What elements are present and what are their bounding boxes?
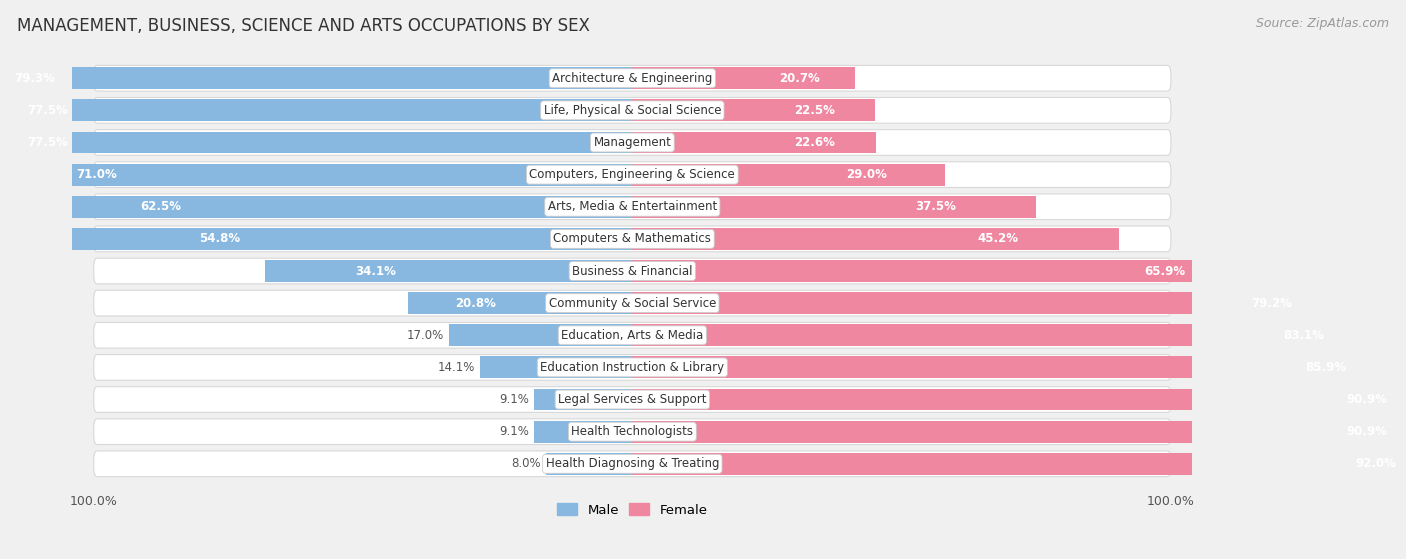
Text: Health Technologists: Health Technologists (571, 425, 693, 438)
Text: 14.1%: 14.1% (437, 361, 475, 374)
Text: 22.6%: 22.6% (794, 136, 835, 149)
Text: 90.9%: 90.9% (1346, 425, 1388, 438)
Bar (0, 131, 633, 153)
Bar (633, 67, 855, 89)
Text: 22.5%: 22.5% (793, 104, 835, 117)
Text: 77.5%: 77.5% (28, 136, 69, 149)
FancyBboxPatch shape (94, 354, 1171, 380)
Text: MANAGEMENT, BUSINESS, SCIENCE AND ARTS OCCUPATIONS BY SEX: MANAGEMENT, BUSINESS, SCIENCE AND ARTS O… (17, 17, 589, 35)
FancyBboxPatch shape (94, 290, 1171, 316)
Text: Legal Services & Support: Legal Services & Support (558, 393, 707, 406)
FancyBboxPatch shape (94, 323, 1171, 348)
FancyBboxPatch shape (94, 451, 1171, 477)
Bar (633, 131, 876, 153)
Bar (633, 100, 875, 121)
Bar (0, 164, 633, 186)
Text: 9.1%: 9.1% (499, 393, 529, 406)
Text: Computers & Mathematics: Computers & Mathematics (554, 233, 711, 245)
Text: 17.0%: 17.0% (406, 329, 444, 342)
Text: 20.7%: 20.7% (779, 72, 820, 85)
Bar (633, 164, 945, 186)
Text: Education Instruction & Library: Education Instruction & Library (540, 361, 724, 374)
FancyBboxPatch shape (94, 258, 1171, 284)
Text: 83.1%: 83.1% (1284, 329, 1324, 342)
FancyBboxPatch shape (94, 419, 1171, 444)
Bar (633, 389, 1406, 410)
Text: 54.8%: 54.8% (198, 233, 239, 245)
Text: 71.0%: 71.0% (76, 168, 117, 181)
Text: Architecture & Engineering: Architecture & Engineering (553, 72, 713, 85)
Text: 77.5%: 77.5% (28, 104, 69, 117)
Text: Community & Social Service: Community & Social Service (548, 297, 716, 310)
Bar (42, 228, 633, 250)
Text: 62.5%: 62.5% (141, 200, 181, 213)
Bar (633, 453, 1406, 475)
Text: 79.2%: 79.2% (1251, 297, 1292, 310)
Text: Health Diagnosing & Treating: Health Diagnosing & Treating (546, 457, 718, 470)
FancyBboxPatch shape (94, 162, 1171, 187)
Bar (0, 100, 633, 121)
FancyBboxPatch shape (94, 65, 1171, 91)
Bar (546, 453, 633, 475)
FancyBboxPatch shape (94, 130, 1171, 155)
Bar (633, 196, 1036, 217)
Text: 90.9%: 90.9% (1346, 393, 1388, 406)
Text: Source: ZipAtlas.com: Source: ZipAtlas.com (1256, 17, 1389, 30)
Text: Arts, Media & Entertainment: Arts, Media & Entertainment (548, 200, 717, 213)
Bar (0, 67, 633, 89)
FancyBboxPatch shape (94, 387, 1171, 413)
Text: Management: Management (593, 136, 671, 149)
Bar (408, 292, 633, 314)
Text: 79.3%: 79.3% (14, 72, 55, 85)
Bar (633, 260, 1343, 282)
Bar (633, 357, 1406, 378)
Text: 8.0%: 8.0% (512, 457, 541, 470)
Bar (481, 357, 633, 378)
Bar (449, 324, 633, 346)
Text: 29.0%: 29.0% (846, 168, 887, 181)
Text: 34.1%: 34.1% (354, 264, 395, 277)
Text: Life, Physical & Social Science: Life, Physical & Social Science (544, 104, 721, 117)
FancyBboxPatch shape (94, 226, 1171, 252)
Text: Computers, Engineering & Science: Computers, Engineering & Science (530, 168, 735, 181)
Bar (534, 389, 633, 410)
Bar (534, 421, 633, 443)
FancyBboxPatch shape (94, 194, 1171, 220)
Bar (633, 421, 1406, 443)
Text: 9.1%: 9.1% (499, 425, 529, 438)
Text: Business & Financial: Business & Financial (572, 264, 693, 277)
Bar (0, 196, 633, 217)
Text: 92.0%: 92.0% (1355, 457, 1396, 470)
Legend: Male, Female: Male, Female (551, 498, 713, 522)
Bar (633, 324, 1406, 346)
Text: 85.9%: 85.9% (1306, 361, 1347, 374)
Text: 20.8%: 20.8% (456, 297, 496, 310)
FancyBboxPatch shape (94, 97, 1171, 123)
Text: Education, Arts & Media: Education, Arts & Media (561, 329, 703, 342)
Bar (633, 292, 1406, 314)
Text: 45.2%: 45.2% (977, 233, 1018, 245)
Text: 37.5%: 37.5% (915, 200, 956, 213)
Bar (633, 228, 1119, 250)
Text: 65.9%: 65.9% (1144, 264, 1185, 277)
Bar (264, 260, 633, 282)
